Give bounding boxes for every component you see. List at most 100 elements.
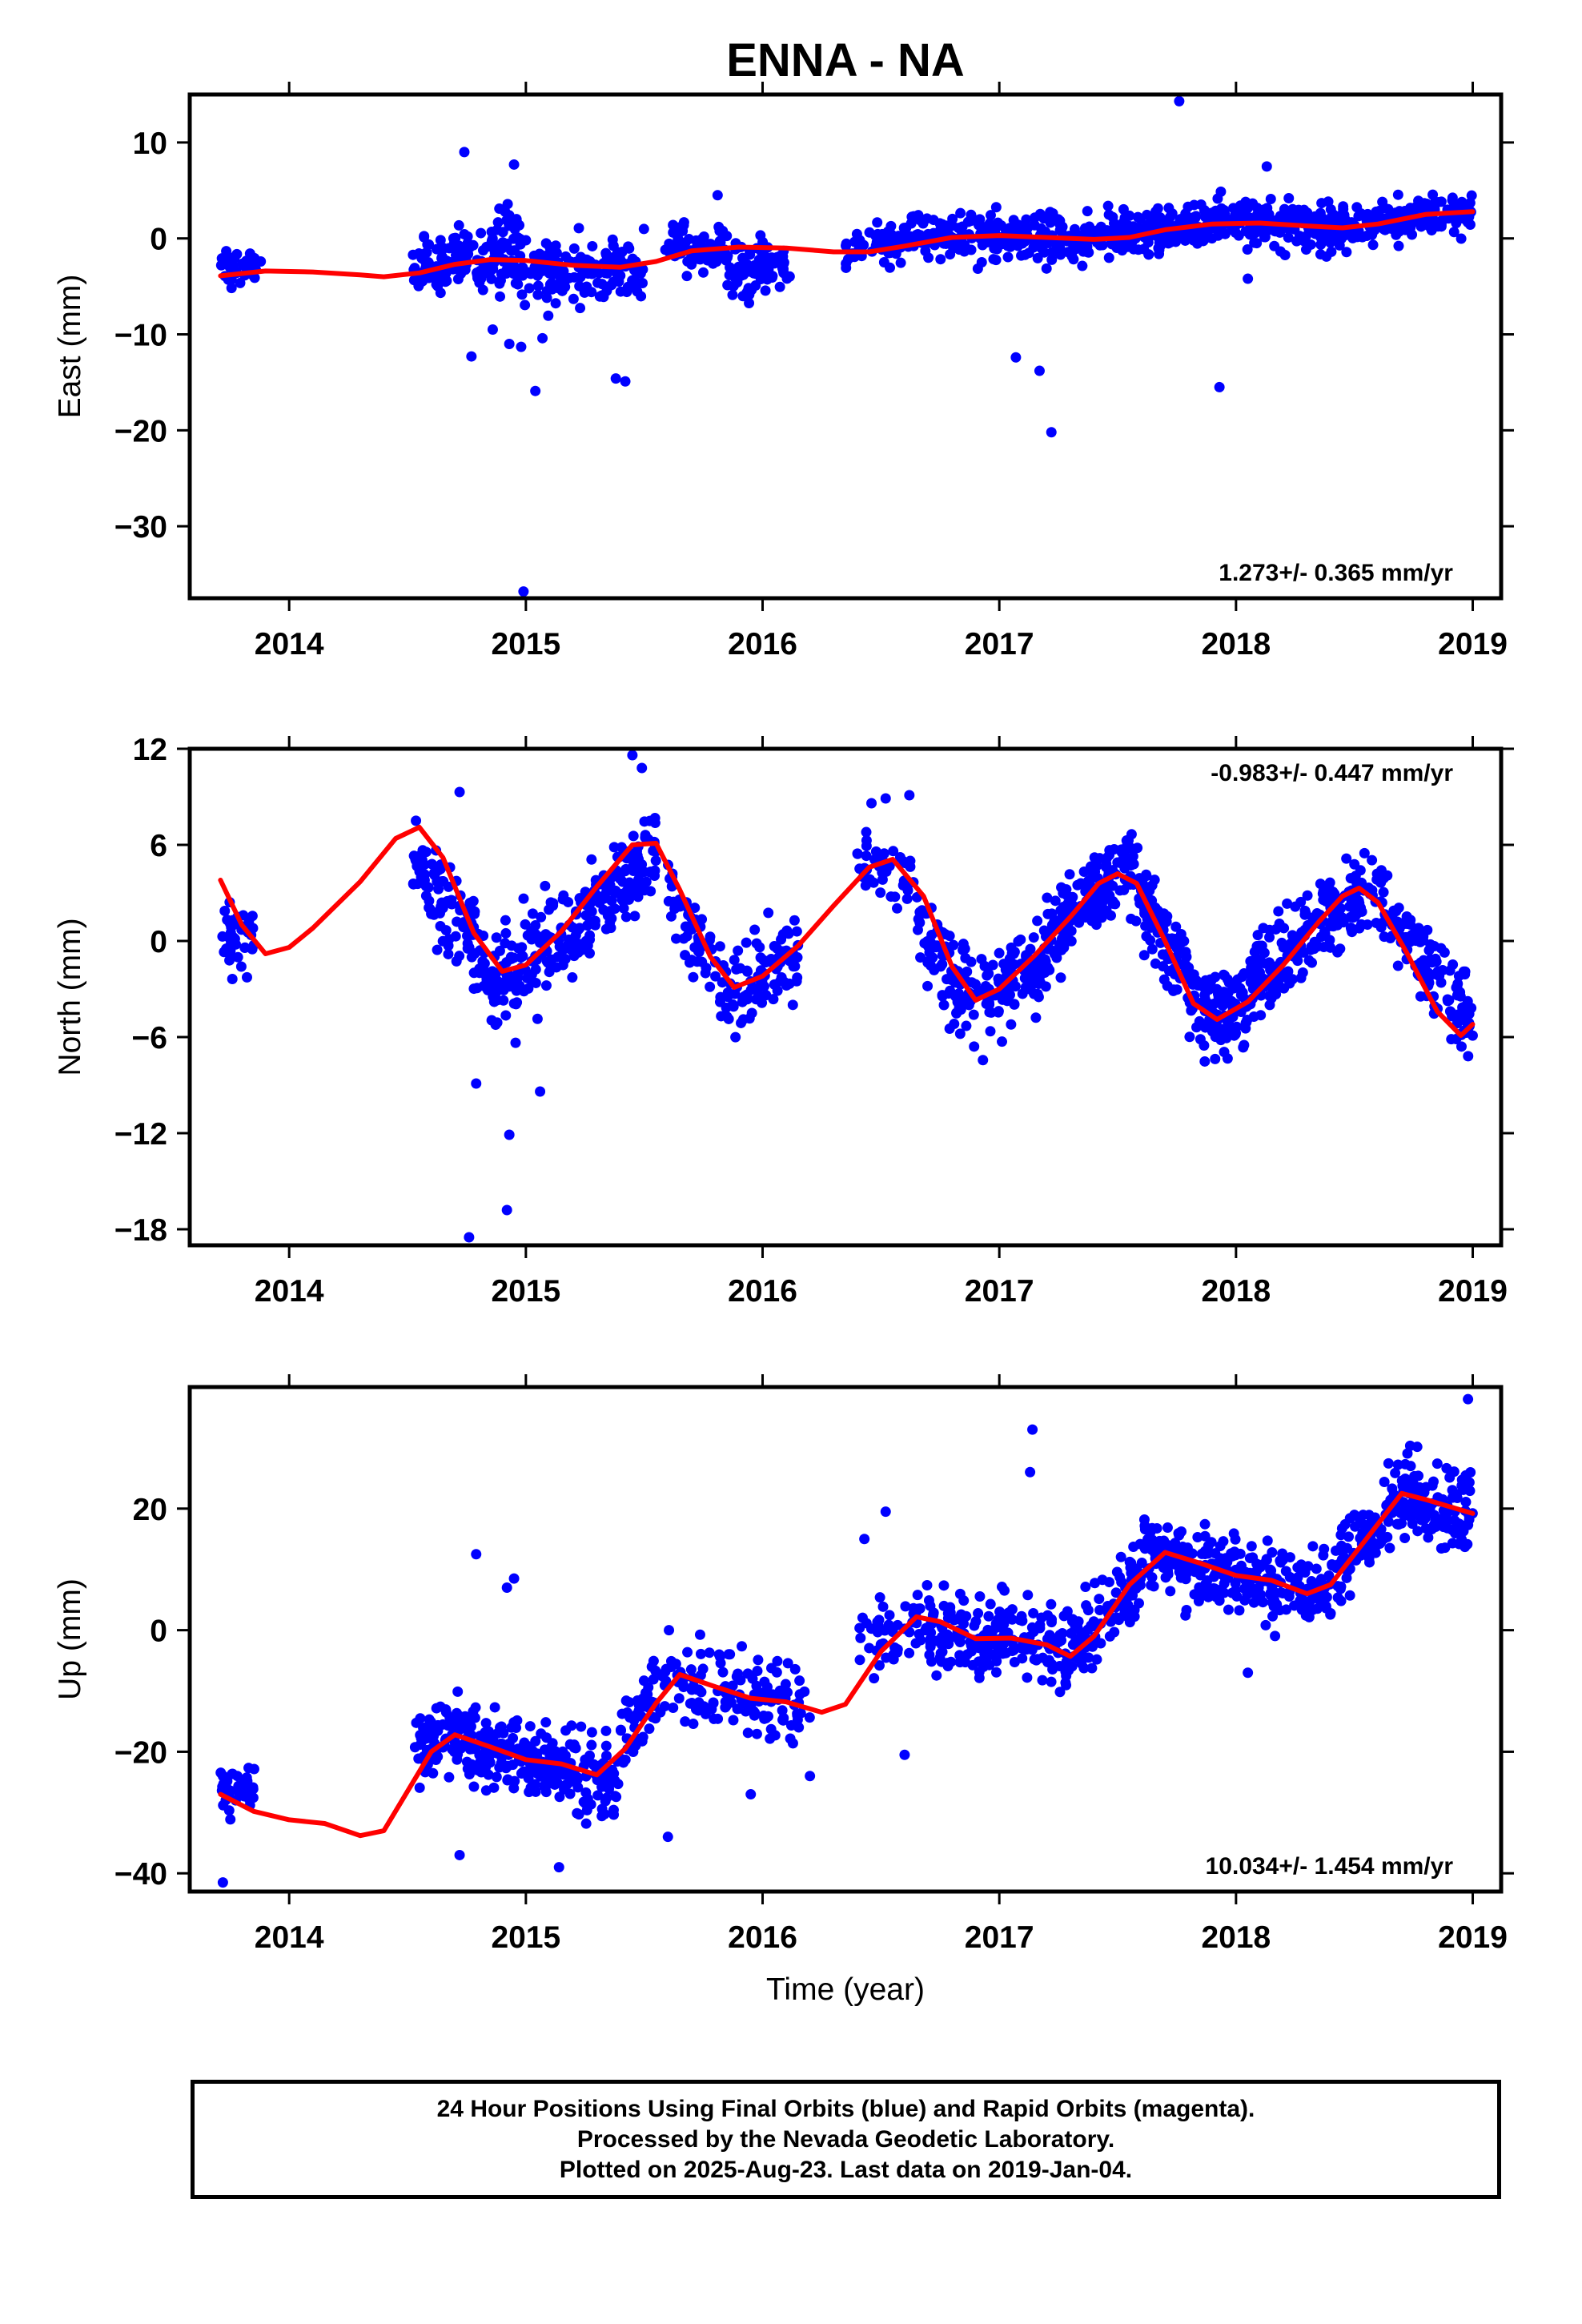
up-data-point (1115, 1551, 1126, 1562)
north-data-point (1194, 1015, 1205, 1027)
north-data-point (536, 911, 547, 923)
east-data-point (511, 214, 522, 225)
east-data-point (1106, 239, 1118, 250)
up-data-point (601, 1775, 612, 1786)
north-data-point (783, 928, 794, 939)
east-data-point (1432, 221, 1443, 232)
up-data-point (884, 1610, 895, 1621)
east-data-point (413, 248, 424, 259)
north-rate-annotation: -0.983+/- 0.447 mm/yr (1211, 760, 1453, 786)
north-data-point (1295, 972, 1307, 983)
north-data-point (487, 979, 498, 990)
east-data-point (620, 376, 631, 387)
east-data-point (750, 280, 761, 292)
up-data-point (1441, 1462, 1452, 1474)
north-data-point (1320, 884, 1331, 895)
east-data-point (757, 236, 769, 247)
up-data-point (1181, 1604, 1192, 1615)
east-data-point (598, 292, 609, 303)
east-data-point (1118, 217, 1129, 228)
up-data-point (670, 1659, 681, 1670)
east-data-point (673, 235, 685, 246)
north-data-point (1240, 1017, 1251, 1028)
east-data-point (722, 279, 733, 291)
up-data-point (1393, 1519, 1404, 1530)
up-data-point (753, 1655, 764, 1666)
north-data-point (736, 1017, 747, 1028)
north-data-point (969, 1041, 980, 1052)
north-data-point (1144, 883, 1155, 894)
east-data-point (463, 248, 474, 259)
up-data-point (873, 1614, 885, 1626)
up-data-point (962, 1649, 973, 1660)
east-data-point (1118, 203, 1129, 215)
up-data-point (1025, 1466, 1036, 1478)
north-data-point (904, 790, 915, 801)
east-data-point (568, 243, 580, 254)
up-data-point (1129, 1604, 1140, 1615)
north-data-point (763, 907, 774, 919)
north-data-point (959, 943, 970, 955)
north-data-point (737, 996, 748, 1007)
east-data-point (1094, 239, 1106, 251)
up-data-point (900, 1601, 911, 1612)
up-data-point (1289, 1574, 1300, 1585)
north-data-point (540, 880, 551, 891)
east-data-point (1175, 214, 1186, 225)
north-data-point (608, 842, 620, 853)
north-data-point (511, 999, 522, 1010)
east-data-point (424, 239, 435, 250)
up-data-point (1411, 1441, 1423, 1453)
north-data-point (792, 972, 803, 983)
up-data-point (1407, 1518, 1418, 1530)
north-data-point (432, 944, 443, 955)
up-data-point (1111, 1566, 1122, 1578)
up-data-point (1138, 1514, 1150, 1525)
east-x-tick-label: 2016 (728, 627, 797, 661)
north-data-point (1235, 983, 1246, 994)
north-x-tick-label: 2018 (1201, 1274, 1271, 1309)
east-data-point (872, 217, 883, 228)
up-data-point (745, 1789, 757, 1800)
east-data-point (1425, 201, 1436, 212)
up-data-point (688, 1719, 699, 1730)
north-data-point (627, 750, 638, 761)
east-data-point (1367, 227, 1378, 238)
east-data-point (1103, 209, 1114, 220)
caption-line-3: Plotted on 2025-Aug-23. Last data on 201… (559, 2156, 1133, 2183)
up-data-point (215, 1767, 227, 1779)
up-data-point (854, 1622, 865, 1634)
up-data-point (765, 1723, 777, 1735)
north-data-point (532, 1013, 543, 1024)
east-data-point (1018, 226, 1030, 237)
north-data-point (225, 927, 236, 939)
up-data-point (1407, 1497, 1419, 1508)
north-data-point (432, 865, 443, 876)
north-x-tick-label: 2017 (965, 1274, 1034, 1309)
up-data-point (449, 1747, 460, 1758)
east-data-point (1021, 214, 1032, 225)
up-data-point (996, 1582, 1007, 1593)
north-data-point (558, 890, 569, 901)
up-data-point (1045, 1630, 1056, 1642)
up-data-point (440, 1704, 452, 1715)
north-data-point (1267, 983, 1279, 994)
up-data-point (523, 1772, 534, 1783)
east-data-point (502, 199, 513, 210)
east-data-point (494, 203, 505, 215)
north-data-point (1413, 923, 1424, 934)
north-data-point (768, 994, 779, 1005)
north-data-point (898, 856, 909, 867)
east-data-point (1317, 212, 1328, 223)
up-data-point (946, 1632, 957, 1643)
east-data-point (744, 298, 755, 309)
up-data-point (990, 1618, 1002, 1630)
east-data-point (466, 351, 477, 362)
up-data-point (1335, 1583, 1346, 1594)
up-data-point (673, 1693, 685, 1704)
up-data-point (452, 1686, 464, 1697)
north-data-point (1409, 934, 1420, 945)
north-data-point (976, 954, 987, 965)
north-data-point (417, 845, 428, 856)
east-data-point (1283, 209, 1295, 220)
